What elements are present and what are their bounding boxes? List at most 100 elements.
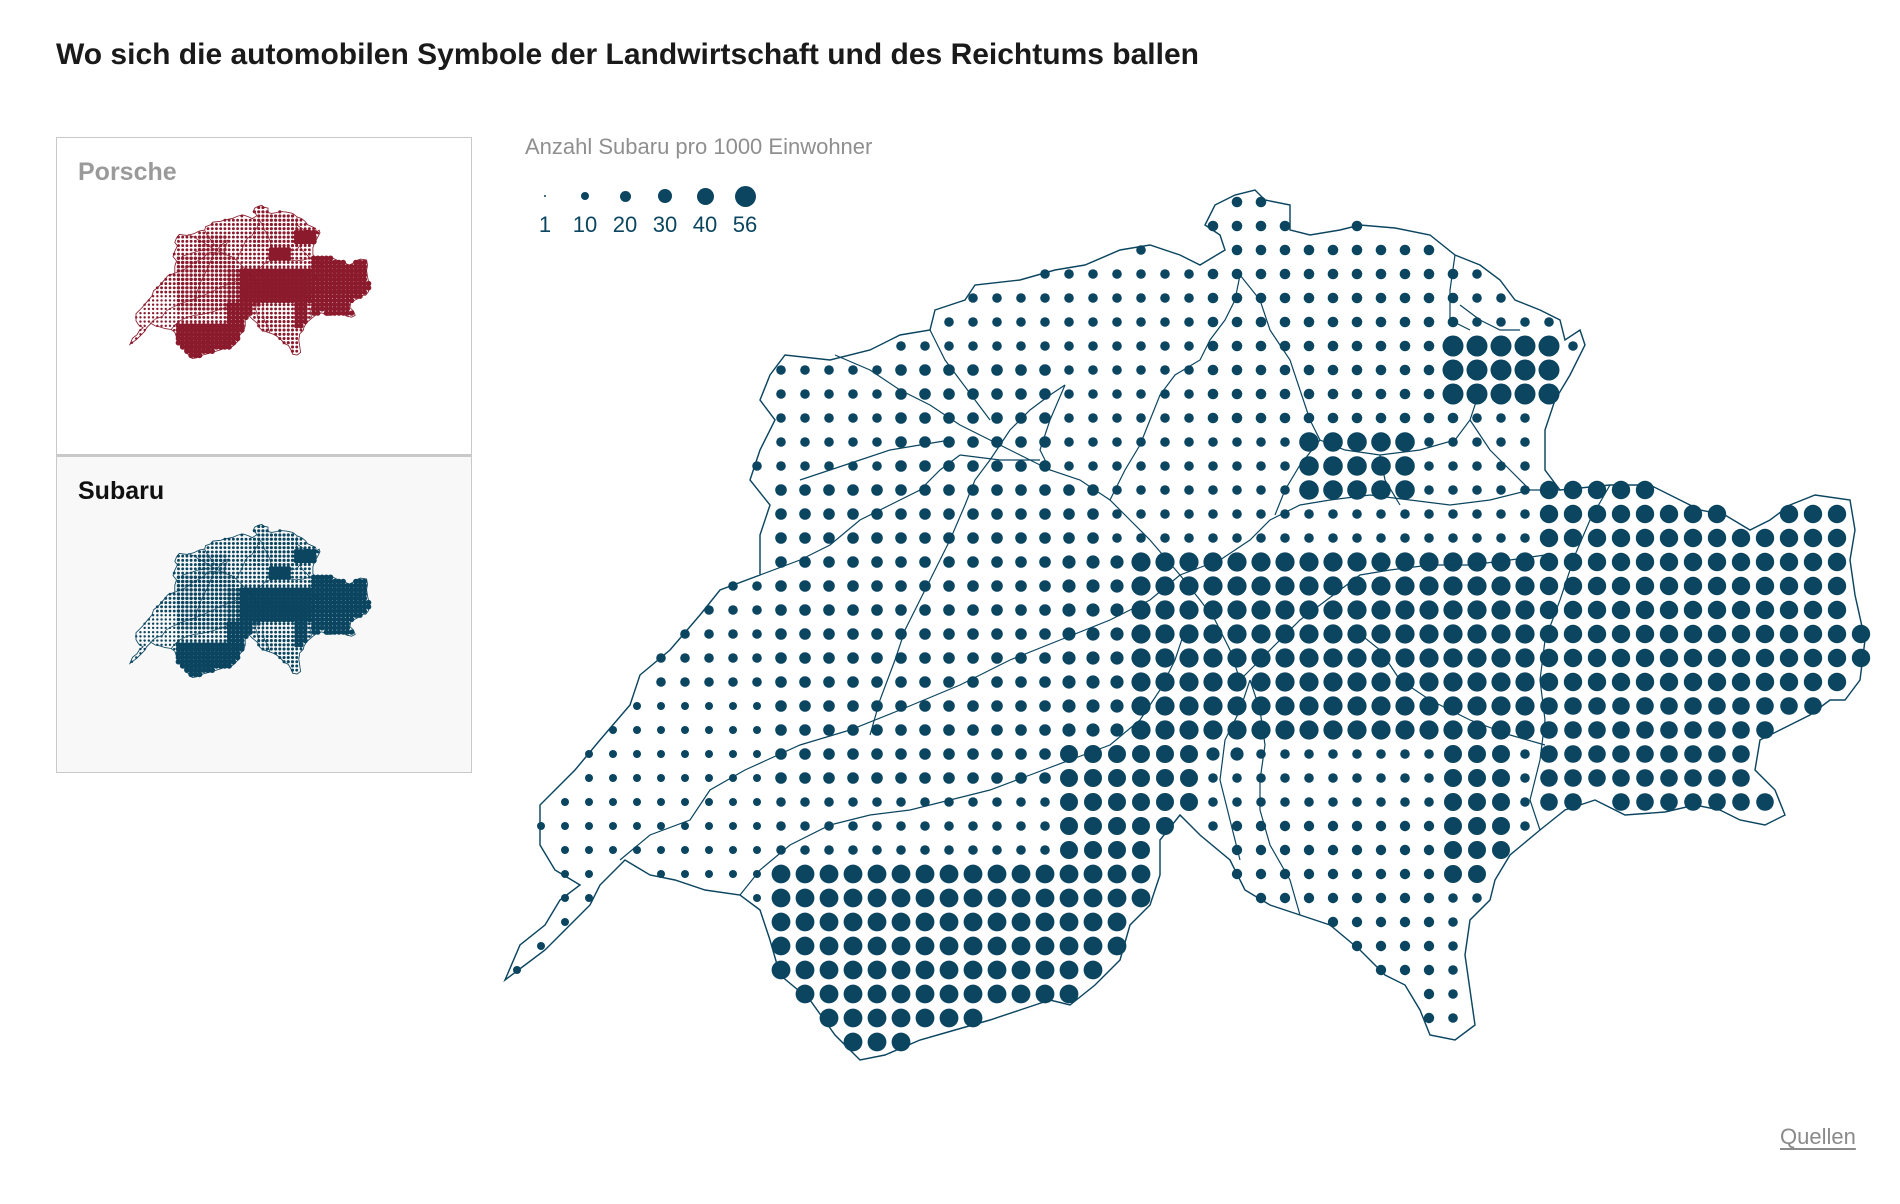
map-dot	[227, 550, 231, 554]
map-dot	[987, 888, 1007, 908]
map-dot	[1011, 888, 1031, 908]
map-dot	[293, 280, 300, 287]
map-dot	[1255, 364, 1267, 376]
map-dot	[202, 575, 206, 579]
map-dot	[164, 282, 168, 286]
map-dot	[1035, 864, 1055, 884]
map-dot	[1208, 509, 1218, 519]
map-dot	[281, 289, 287, 295]
map-dot	[240, 252, 244, 256]
canton-border	[223, 239, 229, 255]
map-dot	[236, 558, 240, 562]
map-dot	[1039, 604, 1051, 616]
map-dot	[323, 276, 330, 283]
map-dot	[219, 550, 223, 554]
map-dot	[823, 580, 835, 592]
map-dot	[1612, 769, 1630, 787]
map-dot	[299, 542, 303, 545]
map-dot	[164, 324, 167, 328]
map-dot	[872, 365, 882, 375]
map-dot	[1255, 844, 1267, 856]
map-dot	[286, 265, 290, 269]
map-dot	[1011, 912, 1031, 932]
map-dot	[240, 542, 244, 545]
map-dot	[281, 246, 287, 253]
map-dot	[1231, 292, 1243, 304]
map-dot	[1352, 533, 1362, 543]
map-dot	[1184, 485, 1194, 495]
map-dot	[218, 264, 223, 269]
map-dot	[231, 264, 236, 269]
map-dot	[1468, 841, 1486, 859]
map-dot	[290, 554, 295, 558]
map-dot	[1443, 648, 1463, 668]
map-dot	[269, 311, 273, 315]
map-dot	[344, 280, 351, 287]
map-dot	[265, 328, 269, 332]
map-dot	[1399, 868, 1411, 880]
map-dot	[276, 284, 283, 291]
map-dot	[1732, 769, 1750, 787]
map-dot	[240, 571, 244, 575]
map-dot	[944, 845, 954, 855]
map-dot	[963, 864, 983, 884]
map-dot	[1303, 844, 1315, 856]
map-dot	[1707, 648, 1727, 668]
map-dot	[919, 652, 931, 664]
map-dot	[1110, 555, 1124, 569]
map-dot	[353, 259, 359, 266]
map-dot	[231, 231, 235, 235]
map-dot	[177, 315, 180, 319]
map-dot	[1399, 820, 1411, 832]
map-dot	[919, 436, 931, 448]
map-dot	[1328, 533, 1338, 543]
map-dot	[752, 629, 762, 639]
map-dot	[188, 323, 194, 329]
map-dot	[1110, 651, 1124, 665]
map-dot	[943, 508, 955, 520]
map-dot	[967, 652, 979, 664]
map-dot	[1779, 504, 1799, 524]
map-dot	[231, 252, 235, 256]
map-dot	[264, 272, 271, 279]
map-dot	[176, 290, 181, 294]
map-dot	[253, 311, 256, 315]
map-dot	[1180, 745, 1198, 763]
map-dot	[1496, 461, 1506, 471]
map-dot	[197, 243, 202, 248]
map-dot	[1395, 696, 1415, 716]
map-dot	[231, 542, 235, 545]
map-dot	[895, 532, 907, 544]
map-dot	[286, 261, 290, 264]
map-dot	[1155, 696, 1175, 716]
country-outline	[128, 204, 370, 360]
map-dot	[210, 550, 214, 554]
map-dot	[357, 268, 363, 274]
map-dot	[1563, 624, 1583, 644]
map-dot	[243, 314, 249, 321]
map-dot	[1160, 509, 1170, 519]
map-dot	[1540, 793, 1558, 811]
map-dot	[306, 280, 313, 287]
map-dot	[823, 772, 835, 784]
map-dot	[278, 311, 282, 315]
map-dot	[1184, 317, 1194, 327]
map-dot	[210, 248, 214, 252]
map-dot	[261, 256, 265, 260]
map-dot	[1131, 576, 1151, 596]
map-dot	[192, 323, 199, 329]
map-dot	[1256, 533, 1266, 543]
map-dot	[353, 280, 359, 287]
map-dot	[214, 256, 219, 260]
map-dot	[1351, 316, 1363, 328]
sources-link[interactable]: Quellen	[1780, 1124, 1856, 1149]
tab-subaru[interactable]: Subaru	[56, 455, 472, 773]
map-dot	[210, 269, 214, 273]
map-dot	[1660, 745, 1678, 763]
map-dot	[189, 264, 193, 269]
map-dot	[252, 562, 257, 567]
map-dot	[231, 537, 235, 541]
tab-porsche[interactable]: Porsche	[56, 137, 472, 455]
map-dot	[213, 335, 220, 342]
map-dot	[274, 307, 278, 311]
